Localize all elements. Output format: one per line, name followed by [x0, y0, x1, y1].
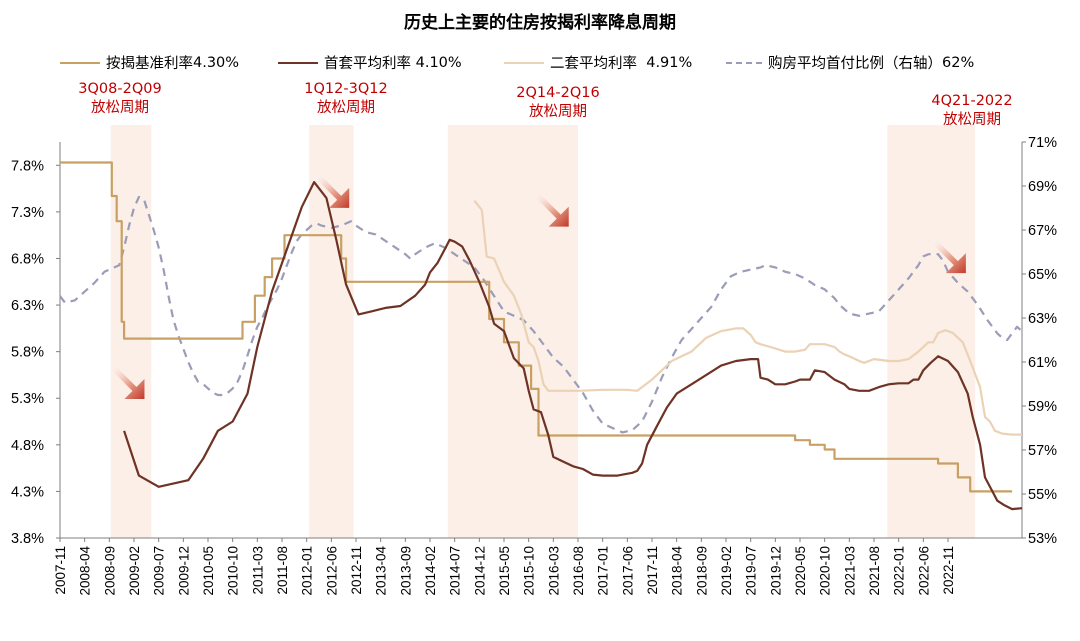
y-right-tick-label: 71%: [1028, 135, 1057, 151]
x-tick-label: 2022-11: [941, 546, 956, 595]
period-label-1: 3Q08-2Q09 放松周期: [70, 80, 170, 118]
legend-item-benchmark: 按揭基准利率 4.30%: [60, 52, 239, 73]
legend-label-down-payment: 购房平均首付比例（右轴）: [768, 56, 942, 72]
easing-period-shade-4: [887, 125, 976, 538]
y-right-tick-label: 63%: [1028, 311, 1057, 327]
x-tick-label: 2019-02: [719, 546, 734, 596]
x-tick-label: 2017-01: [596, 546, 611, 596]
x-tick-label: 2017-06: [620, 546, 635, 596]
legend-item-down-payment: 购房平均首付比例（右轴） 62%: [726, 52, 974, 73]
y-left-tick-label: 6.3%: [11, 298, 44, 314]
period-label-2: 1Q12-3Q12 放松周期: [296, 80, 396, 118]
x-tick-label: 2020-10: [818, 546, 833, 596]
x-tick-label: 2008-04: [78, 546, 93, 596]
legend-value-down-payment: 62%: [942, 54, 975, 71]
legend-item-first-home: 首套平均利率 4.10%: [278, 52, 462, 73]
x-tick-label: 2011-08: [275, 546, 290, 595]
y-right-tick-label: 57%: [1028, 443, 1057, 459]
x-tick-label: 2015-05: [497, 546, 512, 596]
x-tick-label: 2017-11: [645, 546, 660, 595]
x-tick-label: 2012-01: [300, 546, 315, 596]
x-tick-label: 2010-05: [201, 546, 216, 596]
series-line-first-home-rate: [123, 181, 1023, 511]
legend-value-benchmark: 4.30%: [193, 54, 240, 71]
x-tick-label: 2018-09: [694, 546, 709, 596]
series-line-down-payment-ratio: [59, 195, 1023, 434]
y-left-tick-label: 3.8%: [11, 531, 44, 547]
legend-swatch-first-home: [278, 61, 318, 64]
period-label-4-range: 4Q21-2022: [931, 93, 1013, 109]
x-tick-label: 2013-09: [398, 546, 413, 596]
period-label-2-text: 放松周期: [317, 100, 375, 116]
legend-label-first-home: 首套平均利率: [324, 56, 411, 72]
period-label-3-text: 放松周期: [529, 104, 587, 120]
y-left-tick-label: 4.3%: [11, 484, 44, 500]
period-label-4-text: 放松周期: [943, 112, 1001, 128]
x-tick-label: 2009-02: [127, 546, 142, 596]
x-tick-label: 2011-03: [250, 546, 265, 595]
x-tick-label: 2019-07: [744, 546, 759, 596]
x-tick-label: 2016-08: [571, 546, 586, 596]
x-tick-label: 2014-12: [472, 546, 487, 596]
legend-value-second-home: 4.91%: [637, 54, 693, 71]
period-label-1-range: 3Q08-2Q09: [78, 81, 162, 97]
period-label-3: 2Q14-2Q16 放松周期: [508, 84, 608, 122]
easing-period-shade-1: [110, 125, 152, 538]
y-right-tick-label: 67%: [1028, 223, 1057, 239]
legend-label-benchmark: 按揭基准利率: [106, 56, 193, 72]
x-tick-label: 2022-06: [916, 546, 931, 596]
legend-swatch-benchmark: [60, 61, 100, 64]
period-label-1-text: 放松周期: [91, 100, 149, 116]
easing-arrow-icon: [110, 364, 145, 399]
y-left-tick-label: 7.8%: [11, 158, 44, 174]
period-label-3-range: 2Q14-2Q16: [516, 85, 600, 101]
legend-swatch-second-home: [504, 61, 544, 64]
x-tick-label: 2012-06: [324, 546, 339, 596]
y-left-tick-label: 5.8%: [11, 345, 44, 361]
x-tick-label: 2012-11: [349, 546, 364, 595]
series-line-second-home-rate: [473, 200, 1022, 436]
x-tick-label: 2021-03: [842, 546, 857, 596]
easing-arrow-icon: [534, 192, 569, 227]
x-tick-label: 2020-05: [793, 546, 808, 596]
x-tick-label: 2010-10: [226, 546, 241, 596]
y-right-tick-label: 55%: [1028, 487, 1057, 503]
legend-value-first-home: 4.10%: [411, 54, 462, 71]
x-tick-label: 2015-10: [522, 546, 537, 596]
x-tick-label: 2008-09: [102, 546, 117, 596]
x-tick-label: 2022-01: [892, 546, 907, 596]
y-right-tick-label: 53%: [1028, 531, 1057, 547]
period-label-2-range: 1Q12-3Q12: [304, 81, 388, 97]
period-label-4: 4Q21-2022 放松周期: [922, 92, 1022, 130]
x-tick-label: 2019-12: [768, 546, 783, 596]
easing-arrow-icon: [315, 173, 350, 208]
y-right-tick-label: 65%: [1028, 267, 1057, 283]
x-tick-label: 2014-02: [423, 546, 438, 596]
x-tick-label: 2013-04: [374, 546, 389, 596]
y-right-tick-label: 61%: [1028, 355, 1057, 371]
x-tick-label: 2021-08: [867, 546, 882, 596]
y-left-tick-label: 7.3%: [11, 205, 44, 221]
series-line-benchmark-rate: [60, 161, 1013, 493]
legend-item-second-home: 二套平均利率 4.91%: [504, 52, 692, 73]
easing-period-shade-3: [447, 125, 578, 538]
x-tick-label: 2018-04: [670, 546, 685, 596]
y-left-tick-label: 5.3%: [11, 391, 44, 407]
x-tick-label: 2009-12: [176, 546, 191, 596]
x-tick-label: 2009-07: [152, 546, 167, 596]
x-tick-label: 2016-03: [546, 546, 561, 596]
legend-label-second-home: 二套平均利率: [550, 56, 637, 72]
easing-arrow-icon: [931, 239, 966, 274]
y-right-tick-label: 69%: [1028, 179, 1057, 195]
x-tick-label: 2007-11: [53, 546, 68, 595]
legend-swatch-down-payment: [726, 61, 762, 64]
chart-title: 历史上主要的住房按揭利率降息周期: [404, 13, 676, 33]
y-left-tick-label: 6.8%: [11, 251, 44, 267]
y-right-tick-label: 59%: [1028, 399, 1057, 415]
x-tick-label: 2014-07: [448, 546, 463, 596]
y-left-tick-label: 4.8%: [11, 438, 44, 454]
